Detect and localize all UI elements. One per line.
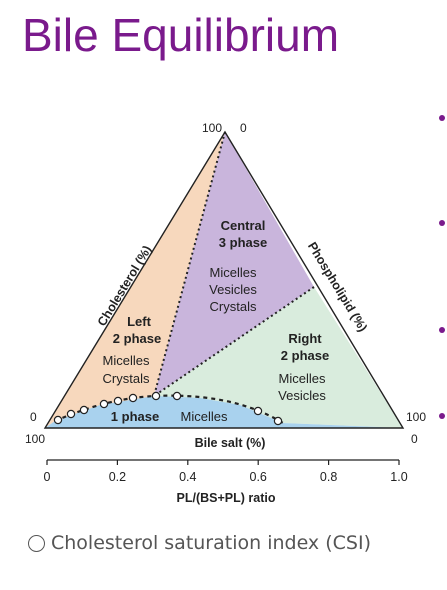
boundary-point [151, 391, 161, 401]
vertex-label-top-right: 0 [240, 121, 247, 135]
left-region-item: Micelles [103, 353, 150, 368]
slide-title: Bile Equilibrium [22, 9, 340, 61]
boundary-point [273, 416, 283, 426]
right-region-subtitle: 2 phase [281, 348, 329, 363]
vertex-label-left-upper: 0 [30, 410, 37, 424]
right-two-phase-region [154, 287, 403, 428]
boundary-point [128, 393, 138, 403]
bullet-icon [439, 220, 445, 226]
ratio-tick-label: 1.0 [390, 470, 407, 484]
ratio-tick-label: 0.6 [250, 470, 267, 484]
central-region-title: Central [221, 218, 266, 233]
ratio-axis-label: PL/(BS+PL) ratio [177, 491, 276, 505]
boundary-point [53, 415, 63, 425]
one-phase-region-title: 1 phase [111, 409, 159, 424]
central-region-item: Micelles [210, 265, 257, 280]
ratio-axis [46, 459, 400, 465]
boundary-point [172, 391, 182, 401]
bullet-icon [439, 115, 445, 121]
central-region-subtitle: 3 phase [219, 235, 267, 250]
bile-salt-axis-label: Bile salt (%) [195, 436, 266, 450]
left-boundary-line [153, 131, 226, 397]
central-region-item: Vesicles [209, 282, 257, 297]
triangle-outline [43, 130, 405, 429]
left-region-item: Crystals [103, 371, 150, 386]
left-region-subtitle: 2 phase [113, 331, 161, 346]
right-region-title: Right [288, 331, 322, 346]
right-boundary-line [153, 286, 315, 397]
central-region-item: Crystals [210, 299, 257, 314]
ratio-tick-label: 0.8 [320, 470, 337, 484]
right-region-item: Vesicles [278, 388, 326, 403]
vertex-label-left-lower: 100 [25, 432, 45, 446]
one-phase-region-item: Micelles [181, 409, 228, 424]
boundary-point [113, 396, 123, 406]
right-region-item: Micelles [279, 371, 326, 386]
boundary-point [253, 406, 263, 416]
csi-label: Cholesterol saturation index (CSI) [51, 532, 371, 554]
vertex-label-top-left: 100 [202, 121, 222, 135]
left-region-title: Left [127, 314, 152, 329]
one-phase-region [45, 396, 403, 428]
vertex-label-right-upper: 100 [406, 410, 426, 424]
central-three-phase-region [154, 132, 314, 396]
bullet-icon [439, 413, 445, 419]
vertex-label-right-lower: 0 [411, 432, 418, 446]
boundary-point [66, 409, 76, 419]
circle-bullet-icon [28, 534, 45, 552]
ratio-tick-label: 0 [44, 470, 51, 484]
boundary-point [99, 399, 109, 409]
ratio-tick-label: 0.4 [179, 470, 196, 484]
bullet-icon [439, 327, 445, 333]
csi-item: Cholesterol saturation index (CSI) [28, 532, 371, 554]
boundary-point [79, 405, 89, 415]
ratio-tick-label: 0.2 [109, 470, 126, 484]
